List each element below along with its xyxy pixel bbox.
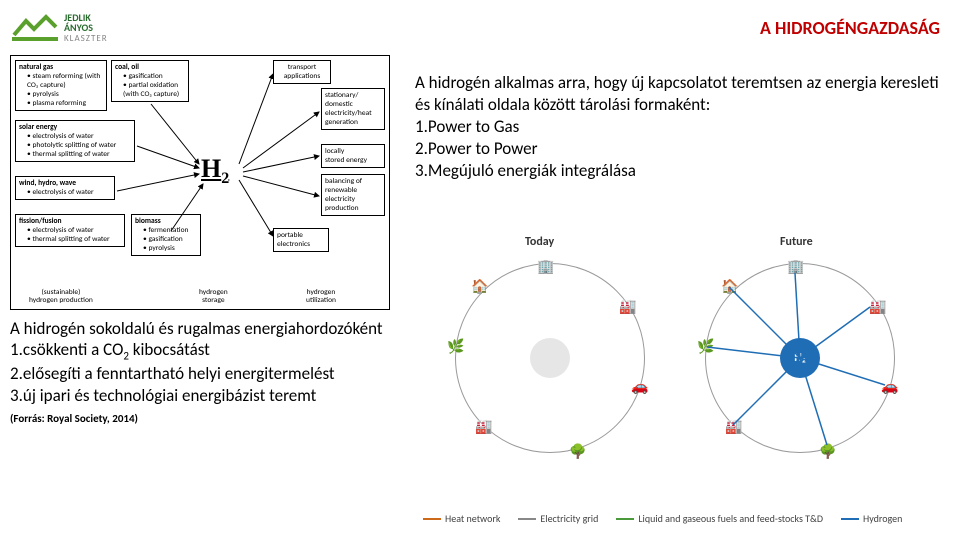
box-solar-items: electrolysis of water photolytic splitti… [19, 132, 131, 159]
leaf2-icon: 🌿 [693, 335, 719, 357]
para-left-intro: A hidrogén sokoldalú és rugalmas energia… [10, 318, 405, 339]
box-transport: transport applications [273, 60, 331, 84]
box-fission: fission/fusion electrolysis of water the… [15, 214, 125, 247]
building2-icon: 🏢 [783, 255, 809, 277]
page-title: A HIDROGÉNGAZDASÁG [760, 17, 940, 39]
car2-icon: 🚗 [877, 375, 903, 397]
box-stationary: stationary/ domestic electricity/heat ge… [321, 88, 385, 130]
col-title-future: Future [780, 235, 813, 249]
leaf-icon: 🌿 [443, 335, 469, 357]
box-biomass-items: fermentation gasification pyrolysis [135, 226, 197, 253]
box-coal: coal, oil gasification partial oxidation… [111, 60, 189, 102]
box-solar-head: solar energy [19, 123, 57, 132]
para-left-item-1: 1.csökkenti a CO2 kibocsátást [10, 339, 405, 363]
para-left-cite: (Forrás: Royal Society, 2014) [10, 412, 405, 426]
box-coal-items: gasification partial oxidation (with CO₂… [115, 72, 185, 99]
box-portable: portable electronics [273, 228, 329, 252]
box-wind-head: wind, hydro, wave [19, 179, 76, 188]
box-balancing: balancing of renewable electricity produ… [321, 174, 385, 216]
para-right-item-3: 3.Megújuló energiák integrálása [415, 160, 940, 182]
box-fission-items: electrolysis of water thermal splitting … [19, 226, 121, 244]
logo: JEDLIK ÁNYOS KLASZTER [12, 13, 108, 43]
box-biomass: biomass fermentation gasification pyroly… [131, 214, 201, 256]
box-natgas-head: natural gas [19, 63, 53, 72]
para-left-item-2: 2.elősegíti a fenntartható helyi energit… [10, 363, 405, 384]
label-sustainable: (sustainable) hydrogen production [29, 289, 93, 306]
label-storage: hydrogen storage [199, 289, 228, 306]
today-future-infographic: Today Future H₂ 🏢 🏭 🚗 🌳 🏭 🌿 🏠 🏢 🏭 🚗 🌳 🏭 … [415, 235, 955, 525]
factory-icon: 🏭 [615, 295, 641, 317]
logo-line3: KLASZTER [64, 34, 108, 43]
legend-item-heat: Heat network [423, 512, 500, 525]
center-today [530, 338, 570, 378]
box-wind-items: electrolysis of water [19, 188, 111, 197]
box-natgas-items: steam reforming (with CO₂ capture) pyrol… [19, 72, 103, 108]
logo-mark-icon [12, 13, 58, 43]
box-wind: wind, hydro, wave electrolysis of water [15, 176, 115, 200]
header: JEDLIK ÁNYOS KLASZTER A HIDROGÉNGAZDASÁG [0, 8, 960, 48]
col-title-today: Today [525, 235, 554, 249]
para-right-item-1: 1.Power to Gas [415, 116, 940, 138]
tree-icon: 🌳 [565, 440, 591, 462]
h2-flow-diagram: natural gas steam reforming (with CO₂ ca… [10, 55, 390, 310]
car-icon: 🚗 [627, 375, 653, 397]
plant-icon: 🏭 [471, 415, 497, 437]
paragraph-left: A hidrogén sokoldalú és rugalmas energia… [10, 318, 405, 426]
legend: Heat network Electricity grid Liquid and… [415, 512, 955, 525]
center-future: H₂ [780, 338, 820, 378]
box-fission-head: fission/fusion [19, 217, 62, 226]
building-icon: 🏢 [533, 255, 559, 277]
tree2-icon: 🌳 [815, 440, 841, 462]
label-utilization: hydrogen utilization [306, 289, 336, 306]
legend-item-liquid: Liquid and gaseous fuels and feed-stocks… [616, 512, 823, 525]
para-left-item-3: 3.új ipari és technológiai energibázist … [10, 385, 405, 406]
box-biomass-head: biomass [135, 217, 161, 226]
box-coal-head: coal, oil [115, 63, 139, 72]
logo-text: JEDLIK ÁNYOS KLASZTER [64, 13, 108, 43]
house-icon: 🏠 [467, 275, 493, 297]
para-right-item-2: 2.Power to Power [415, 138, 940, 160]
legend-item-elec: Electricity grid [518, 512, 598, 525]
paragraph-right: A hidrogén alkalmas arra, hogy új kapcso… [415, 72, 940, 182]
h2-symbol: H2 [201, 154, 229, 188]
plant2-icon: 🏭 [721, 415, 747, 437]
factory2-icon: 🏭 [865, 295, 891, 317]
para-right-intro: A hidrogén alkalmas arra, hogy új kapcso… [415, 72, 940, 116]
box-natgas: natural gas steam reforming (with CO₂ ca… [15, 60, 107, 111]
box-locally: locally stored energy [321, 144, 385, 168]
box-solar: solar energy electrolysis of water photo… [15, 120, 135, 162]
house2-icon: 🏠 [717, 275, 743, 297]
legend-item-h2: Hydrogen [841, 512, 902, 525]
